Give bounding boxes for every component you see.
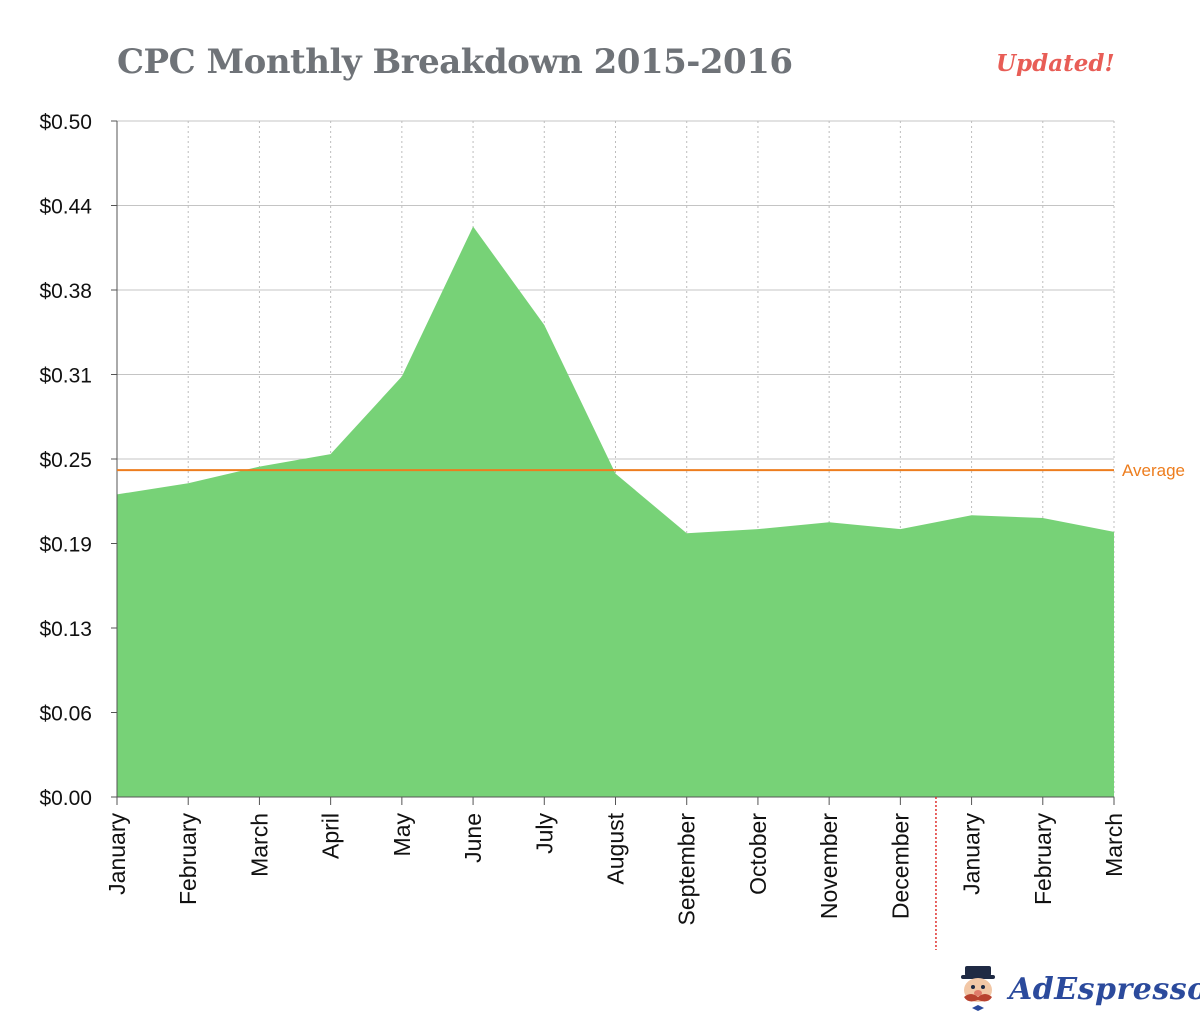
y-tick-label: $0.31 [39,365,92,388]
tick-label-layer: $0.00 $0.06 $0.13 $0.19 $0.25 $0.31 $0.38 $0.44… [39,111,1127,926]
y-tick-label: $0.19 [39,534,92,557]
x-tick-label: January [104,813,130,895]
x-tick-label: August [603,812,629,884]
x-tick-label: February [175,813,201,906]
mascot-icon [961,966,995,1011]
y-tick-label: $0.06 [39,703,92,726]
x-tick-label: October [745,813,771,895]
average-layer: Average [117,461,1185,480]
y-tick-label: $0.13 [39,618,92,641]
x-tick-label: November [816,813,842,919]
y-tick-label: $0.38 [39,280,92,303]
y-tick-label: $0.44 [39,196,92,219]
y-tick-label: $0.50 [39,111,92,134]
x-tick-label: December [887,813,913,919]
y-tick-label: $0.00 [39,787,92,810]
brand-logo: AdEspresso [955,964,1200,1014]
x-tick-label: June [460,813,486,863]
y-tick-label: $0.25 [39,449,92,472]
average-label: Average [1122,461,1185,480]
x-tick-label: September [674,813,700,926]
x-tick-label: February [1030,813,1056,906]
updated-badge: Updated! [996,50,1115,77]
x-tick-label: April [318,813,344,859]
x-tick-label: May [389,813,415,857]
series-area [117,226,1114,797]
brand-name: AdEspresso [1009,971,1200,1007]
x-tick-label: March [1101,813,1127,877]
x-tick-label: January [959,813,985,895]
x-tick-label: July [531,813,557,854]
chart-title: CPC Monthly Breakdown 2015-2016 [117,42,793,82]
x-tick-label: March [246,813,272,877]
axis-layer [111,120,1115,950]
